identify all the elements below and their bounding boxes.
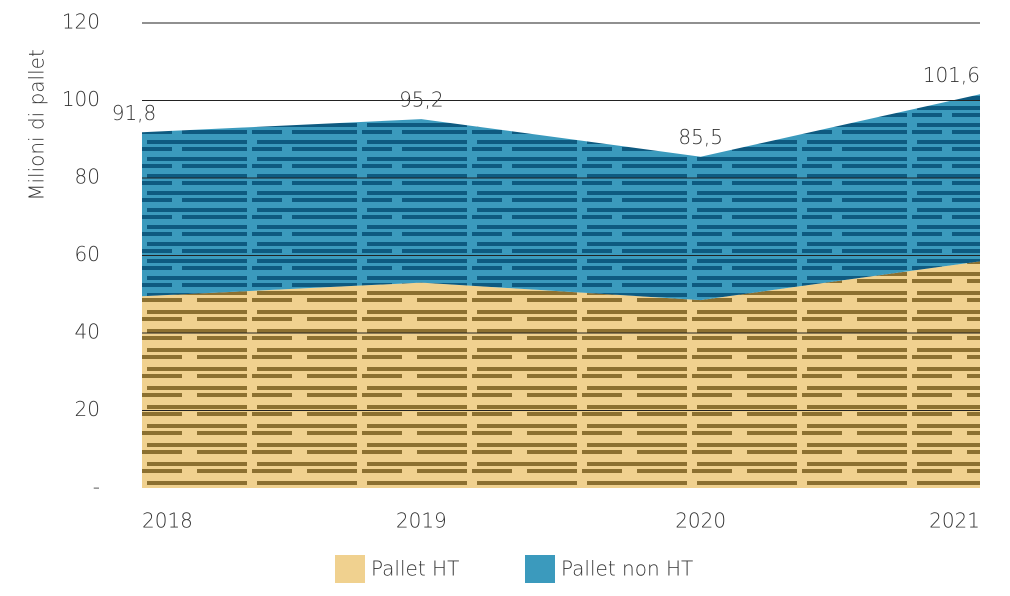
x-tick-label: 2018 [142,509,193,533]
y-tick-label: 20 [75,397,100,421]
area [142,94,980,301]
x-tick-label: 2019 [396,509,447,533]
y-tick-label: 80 [75,165,100,189]
y-axis-title: Milioni di pallet [25,49,49,201]
y-tick-label: 100 [62,87,100,111]
y-tick-label: 60 [75,242,100,266]
x-tick-label: 2021 [929,509,980,533]
total-label: 85,5 [678,125,723,149]
total-label: 95,2 [399,88,444,112]
y-tick-label: 40 [75,320,100,344]
area [142,261,980,488]
legend-swatch [335,555,365,583]
legend-swatch [525,555,555,583]
legend-label: Pallet non HT [561,557,693,581]
total-label: 101,6 [923,63,980,87]
x-tick-label: 2020 [675,509,726,533]
y-tick-label: 120 [62,10,100,34]
legend-label: Pallet HT [371,557,459,581]
y-tick-label: - [93,475,100,499]
total-label: 91,8 [112,101,157,125]
